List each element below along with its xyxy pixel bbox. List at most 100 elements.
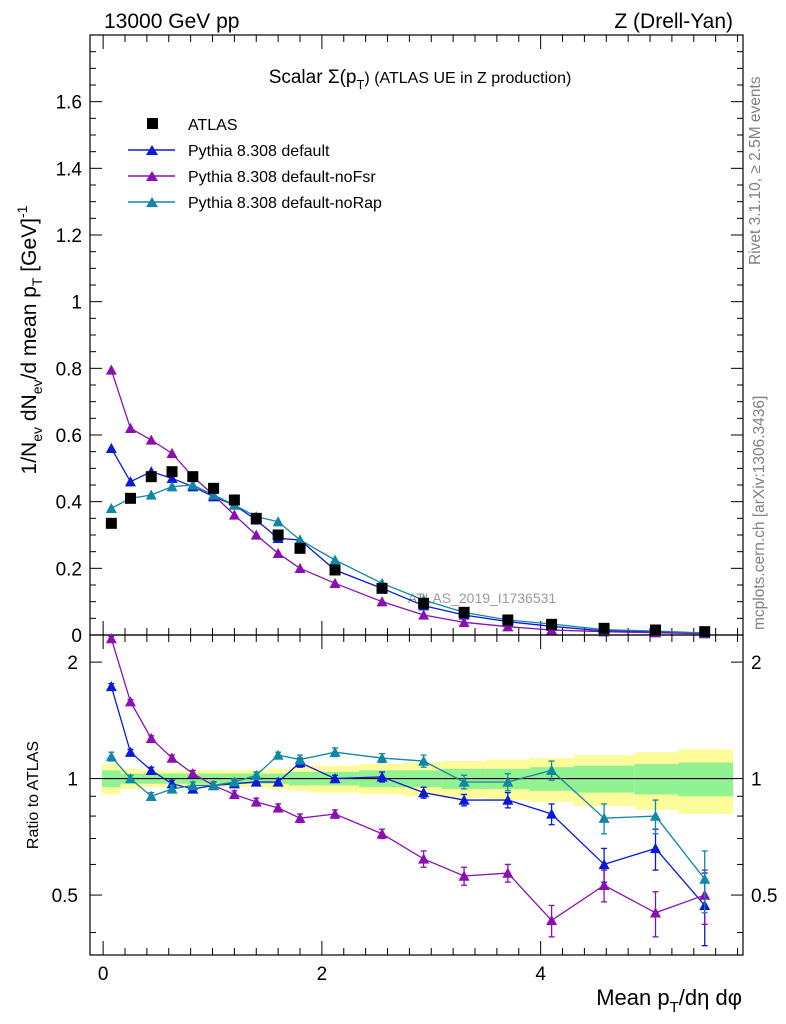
- ratio-point-default: [272, 776, 284, 787]
- ratio-point-noRap: [294, 754, 306, 765]
- ratio-point-default: [105, 680, 117, 692]
- main-point-atlas: [329, 564, 341, 576]
- ylabel-part-5: T: [29, 277, 45, 286]
- main-point-noFsr: [105, 364, 117, 375]
- main-plot-area: 0 0.2 0.4 0.6 0.8 1 1.2 1.4 1.6: [56, 34, 744, 647]
- main-ytick-label: 0: [71, 626, 82, 647]
- rivet-label: Rivet 3.1.10, ≥ 2.5M events: [747, 76, 764, 265]
- main-point-atlas: [699, 626, 711, 638]
- ratio-point-noFsr: [376, 828, 388, 839]
- ratio-point-noFsr: [329, 808, 341, 819]
- main-point-atlas: [502, 614, 514, 626]
- ratio-ytick-label-left: 2: [67, 653, 78, 674]
- main-point-atlas: [145, 471, 157, 483]
- ratio-point-noFsr: [145, 732, 157, 744]
- main-point-atlas: [376, 582, 388, 594]
- ratio-point-noRap: [105, 751, 117, 762]
- legend-marker-nofsr: [146, 171, 158, 181]
- band-inner-bin: [678, 762, 734, 797]
- ratio-point-noRap: [145, 790, 157, 801]
- ratio-point-noFsr: [124, 696, 136, 707]
- ratio-point-default: [502, 794, 514, 805]
- header-energy: 13000 GeV pp: [104, 10, 239, 33]
- ratio-frame: [89, 634, 744, 956]
- main-point-atlas: [546, 618, 558, 630]
- ratio-point-noFsr: [502, 867, 514, 878]
- ylabel-part-1: ev: [29, 427, 45, 442]
- ratio-point-default: [458, 794, 470, 805]
- main-point-atlas: [294, 542, 306, 554]
- header-process: Z (Drell-Yan): [614, 10, 733, 33]
- main-series-layer: [105, 364, 711, 639]
- main-point-atlas: [228, 494, 240, 506]
- main-line-noRap: [111, 484, 705, 634]
- title-tail: ) (ATLAS UE in Z production): [364, 70, 571, 87]
- main-point-default: [105, 442, 117, 454]
- x-tick-label: 4: [535, 964, 546, 985]
- ylabel-part-3: ev: [29, 379, 45, 394]
- ratio-point-noFsr: [105, 633, 117, 644]
- ratio-point-noRap: [187, 779, 199, 791]
- main-point-noFsr: [418, 609, 430, 620]
- ratio-point-noRap: [598, 812, 610, 823]
- main-point-noRap: [208, 489, 220, 500]
- main-point-noFsr: [502, 621, 514, 632]
- x-axis-label: Mean pT/dη dφ: [596, 985, 742, 1016]
- ratio-point-noFsr: [294, 812, 306, 823]
- ratio-ytick-label-right: 0.5: [751, 886, 777, 907]
- mcplots-label: mcplots.cern.ch [arXiv:1306.3436]: [751, 396, 768, 630]
- ratio-point-noRap: [649, 810, 661, 821]
- ratio-point-noRap: [376, 752, 388, 763]
- ratio-uncertainty-band: [102, 749, 734, 814]
- legend-marker-norap: [146, 197, 158, 207]
- main-point-atlas: [166, 466, 178, 478]
- main-point-noFsr: [166, 447, 178, 459]
- main-ytick-label: 1: [71, 293, 82, 314]
- main-point-noFsr: [376, 596, 388, 607]
- ylabel-part-0: 1/N: [18, 442, 41, 475]
- main-point-atlas: [187, 471, 199, 483]
- main-ytick-label: 0.2: [56, 559, 82, 580]
- main-point-default: [124, 476, 136, 487]
- ratio-point-default: [376, 771, 388, 782]
- legend-label-atlas: ATLAS: [188, 117, 238, 134]
- main-point-noFsr: [294, 562, 306, 574]
- ratio-point-default: [329, 773, 341, 784]
- main-point-atlas: [418, 597, 430, 609]
- x-tick-label: 0: [98, 964, 109, 985]
- main-ytick-label: 0.6: [56, 426, 82, 447]
- ratio-ytick-label-right: 1: [751, 770, 762, 791]
- ratio-point-default: [145, 764, 157, 776]
- main-point-default: [166, 472, 178, 484]
- main-point-noRap: [105, 502, 117, 514]
- ratio-ytick-label-right: 2: [751, 653, 762, 674]
- ratio-point-default: [124, 746, 136, 757]
- ratio-point-noFsr: [458, 870, 470, 881]
- ratio-point-noRap: [166, 783, 178, 794]
- ylabel-part-7: -1: [14, 205, 30, 218]
- title-sub: T: [356, 77, 364, 92]
- ratio-series-layer: [105, 633, 711, 947]
- legend-label-nofsr: Pythia 8.308 default-noFsr: [188, 169, 376, 186]
- main-point-noFsr: [228, 509, 240, 520]
- main-point-noRap: [329, 554, 341, 565]
- main-ytick-label: 0.4: [56, 493, 83, 514]
- main-point-atlas: [458, 606, 470, 618]
- ratio-point-noFsr: [187, 768, 199, 779]
- ratio-point-noRap: [329, 746, 341, 757]
- main-point-noFsr: [458, 616, 470, 628]
- ratio-ytick-label-left: 1: [67, 770, 78, 791]
- xlabel-part-1: T: [670, 999, 679, 1016]
- main-point-noFsr: [124, 422, 136, 434]
- xlabel-part-0: Mean p: [596, 985, 669, 1010]
- ratio-point-noRap: [699, 873, 711, 884]
- main-point-atlas: [649, 624, 661, 636]
- main-point-atlas: [598, 622, 610, 634]
- analysis-watermark: ATLAS_2019_I1736531: [408, 590, 557, 606]
- main-point-noRap: [166, 481, 178, 492]
- main-ytick-label: 1.4: [56, 159, 83, 180]
- ratio-point-noFsr: [418, 853, 430, 864]
- ratio-point-default: [546, 808, 558, 819]
- ratio-point-noRap: [418, 755, 430, 766]
